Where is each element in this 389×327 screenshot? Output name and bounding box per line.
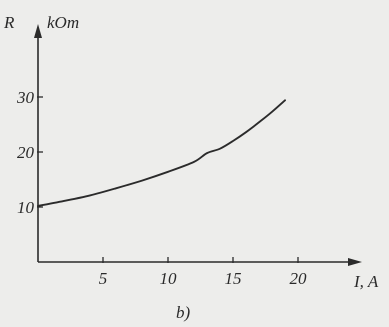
y-axis-unit: kOm (47, 13, 79, 32)
x-tick-label: 20 (290, 269, 308, 288)
series-layer (37, 99, 286, 207)
x-tick-label: 5 (99, 269, 108, 288)
x-axis-arrow (348, 258, 362, 266)
x-axis-label: I, A (353, 272, 379, 291)
y-tick-label: 30 (16, 88, 35, 107)
y-tick-label: 10 (17, 198, 35, 217)
series-line (37, 99, 286, 207)
x-tick-label: 15 (225, 269, 242, 288)
y-tick-label: 20 (17, 143, 35, 162)
x-tick-label: 10 (160, 269, 178, 288)
figure-caption: b) (176, 303, 191, 322)
ticks-layer: 5 10 15 20 10 20 30 (16, 88, 307, 288)
y-axis-arrow (34, 24, 42, 38)
y-axis-symbol: R (3, 13, 15, 32)
